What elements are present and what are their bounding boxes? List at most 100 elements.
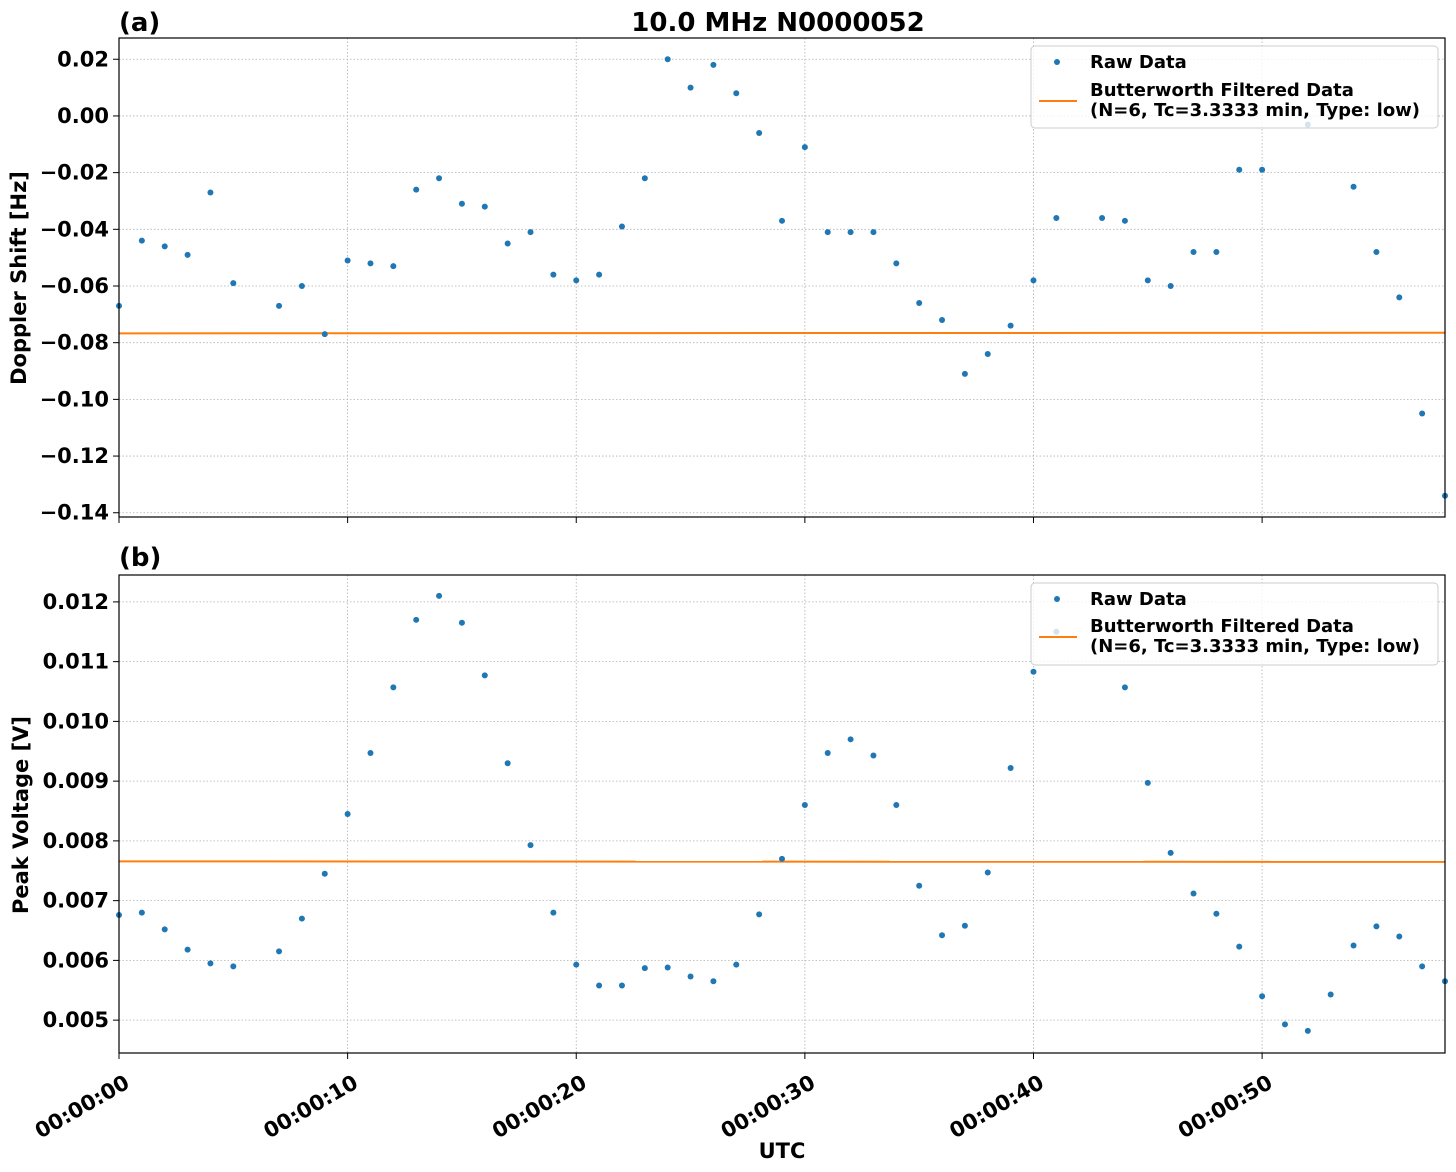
raw-data-point <box>870 752 877 759</box>
y-tick-label: −0.10 <box>40 387 109 411</box>
raw-data-point <box>1259 993 1266 1000</box>
panel-a-filtered-series <box>118 331 1446 335</box>
raw-data-point <box>984 351 991 358</box>
y-tick-label: −0.04 <box>40 217 109 241</box>
panel-a-x-ticks <box>118 517 1263 523</box>
panel-a-frame <box>118 37 1446 518</box>
raw-data-point <box>1396 933 1403 940</box>
y-tick-label: 0.005 <box>43 1008 109 1032</box>
raw-data-point <box>710 61 717 68</box>
raw-data-point <box>1327 991 1334 998</box>
raw-data-point <box>390 684 397 691</box>
raw-data-point <box>436 175 443 182</box>
panel-b-y-ticks: 0.012 0.011 0.010 0.009 0.008 0.007 0.006 0.005 <box>43 590 119 1032</box>
panel-b-grid <box>118 575 1445 1053</box>
panel-a-legend: Raw Data Butterworth Filtered Data (N=6, … <box>1030 45 1439 129</box>
raw-data-point <box>527 229 534 236</box>
raw-data-point <box>847 229 854 236</box>
raw-data-point <box>1190 890 1197 897</box>
raw-data-point <box>138 237 145 244</box>
raw-data-point <box>184 251 191 258</box>
raw-data-point <box>1213 248 1220 255</box>
raw-data-point <box>1304 1027 1311 1034</box>
raw-data-point <box>984 869 991 876</box>
panel-b-frame <box>118 574 1446 1054</box>
x-tick-label: 00:00:30 <box>717 1070 819 1143</box>
raw-data-point <box>893 802 900 809</box>
raw-data-point <box>321 870 328 877</box>
raw-data-point <box>413 616 420 623</box>
raw-data-point <box>1281 1021 1288 1028</box>
raw-data-point <box>779 217 785 224</box>
raw-data-point <box>230 280 237 287</box>
raw-data-point <box>756 129 763 136</box>
x-tick-label: 00:00:50 <box>1174 1070 1276 1143</box>
raw-data-point <box>504 240 511 247</box>
raw-data-point <box>1053 214 1060 221</box>
raw-data-point <box>641 175 648 182</box>
raw-data-point <box>458 619 465 626</box>
raw-data-point <box>916 300 923 307</box>
chart-title: 10.0 MHz N0000052 <box>631 8 924 38</box>
x-tick-label: 00:00:00 <box>31 1070 133 1143</box>
raw-data-point <box>596 982 603 989</box>
panel-b-label: (b) <box>119 543 161 573</box>
raw-data-point <box>687 973 694 980</box>
panel-b-legend: Raw Data Butterworth Filtered Data (N=6, … <box>1030 582 1439 666</box>
raw-data-point <box>1419 963 1426 970</box>
panel-b-y-axis-label: Peak Voltage [V] <box>9 716 33 914</box>
panel-b-legend-raw-marker <box>1054 596 1060 602</box>
raw-data-point <box>1030 668 1037 675</box>
raw-data-point <box>390 263 397 270</box>
raw-data-point <box>161 926 168 933</box>
raw-data-point <box>276 302 283 309</box>
raw-data-point <box>458 200 465 207</box>
y-tick-label: 0.006 <box>43 948 109 972</box>
raw-data-point <box>436 592 443 599</box>
raw-data-point <box>1167 849 1174 856</box>
raw-data-point <box>1350 942 1357 949</box>
raw-data-point <box>161 243 168 250</box>
raw-data-point <box>1007 322 1014 329</box>
x-tick-label: 00:00:10 <box>260 1070 362 1143</box>
raw-data-point <box>1144 779 1151 786</box>
panel-a-legend-raw-label: Raw Data <box>1090 52 1187 73</box>
panel-b-x-ticks: 00:00:00 00:00:10 00:00:20 00:00:30 00:00:40… <box>31 1053 1276 1143</box>
raw-data-point <box>1396 294 1403 301</box>
raw-data-point <box>298 283 305 290</box>
raw-data-point <box>939 932 946 939</box>
panel-a-y-axis-label: Doppler Shift [Hz] <box>7 171 31 385</box>
raw-data-point <box>756 911 763 918</box>
raw-data-point <box>801 144 808 151</box>
raw-data-point <box>184 946 191 953</box>
raw-data-point <box>230 963 237 970</box>
raw-data-point <box>1350 183 1357 190</box>
raw-data-point <box>1030 277 1037 284</box>
raw-data-point <box>413 186 420 193</box>
y-tick-label: −0.06 <box>40 274 109 298</box>
raw-data-point <box>344 257 351 264</box>
panel-a-legend-raw-marker <box>1054 59 1060 65</box>
raw-data-point <box>641 965 648 972</box>
raw-data-point <box>687 84 694 91</box>
x-axis-label: UTC <box>759 1139 806 1163</box>
raw-data-point <box>870 229 877 236</box>
raw-data-point <box>1167 283 1174 290</box>
y-tick-label: −0.12 <box>40 444 109 468</box>
raw-data-point <box>1121 217 1128 224</box>
raw-data-point <box>1373 923 1380 930</box>
y-tick-label: 0.012 <box>43 590 109 614</box>
panel-a-legend-box <box>1030 45 1439 129</box>
peak-voltage-panel: (b) 0.0120.0110.0100.0090.0080.0070.0060… <box>9 543 1448 1163</box>
raw-data-point <box>710 978 717 985</box>
y-tick-label: 0.010 <box>43 709 109 733</box>
raw-data-point <box>847 736 854 743</box>
raw-data-point <box>1144 277 1151 284</box>
raw-data-point <box>504 760 511 767</box>
raw-data-point <box>779 855 785 862</box>
raw-data-point <box>344 811 351 817</box>
raw-data-point <box>939 317 946 324</box>
raw-data-point <box>207 960 214 967</box>
y-tick-label: 0.009 <box>43 769 109 793</box>
